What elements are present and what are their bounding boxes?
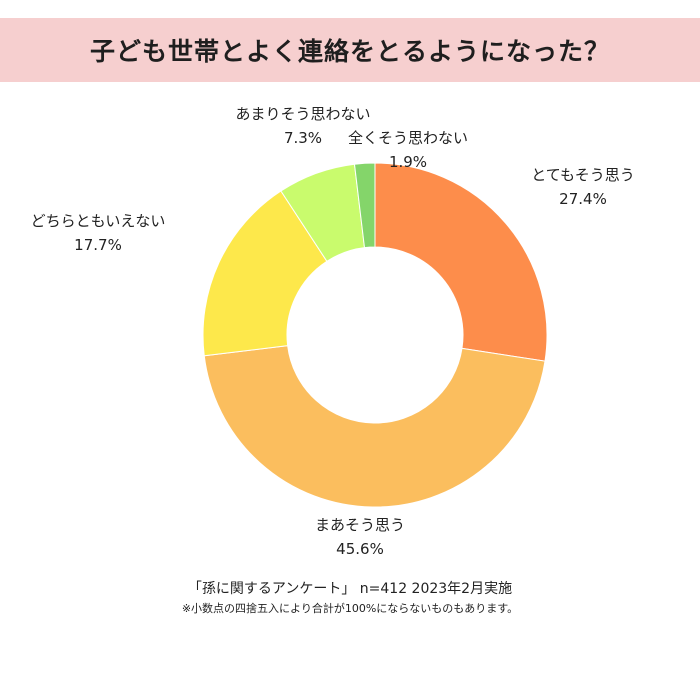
slice-value-2: 45.6% [336, 540, 384, 558]
slice-value-5: 1.9% [389, 153, 427, 171]
slice-label-5: 全くそう思わない [348, 129, 468, 147]
slice-label-4: あまりそう思わない [235, 105, 370, 123]
slice-label-1: とてもそう思う [531, 166, 635, 184]
slice-value-1: 27.4% [559, 190, 607, 208]
slices-group [202, 162, 548, 508]
slice-2 [203, 345, 546, 508]
slice-label-3: どちらともいえない [31, 212, 166, 230]
slice-value-3: 17.7% [74, 236, 122, 254]
chart-title: 子ども世帯とよく連絡をとるようになった？ [89, 37, 610, 66]
slice-3 [202, 190, 328, 357]
slice-5 [353, 162, 376, 249]
slice-1 [374, 162, 548, 362]
survey-source: 「孫に関するアンケート」 n=412 2023年2月実施 [187, 581, 513, 597]
title-banner: 子ども世帯とよく連絡をとるようになった？ [0, 18, 700, 82]
slice-value-4: 7.3% [284, 129, 322, 147]
labels-group: とてもそう思う 27.4% まあそう思う 45.6% どちらともいえない 17.7% あまり… [31, 105, 635, 558]
slice-label-2: まあそう思う [315, 516, 405, 534]
rounding-note: ※小数点の四捨五入により合計が100%にならないものもあります。 [181, 602, 519, 615]
